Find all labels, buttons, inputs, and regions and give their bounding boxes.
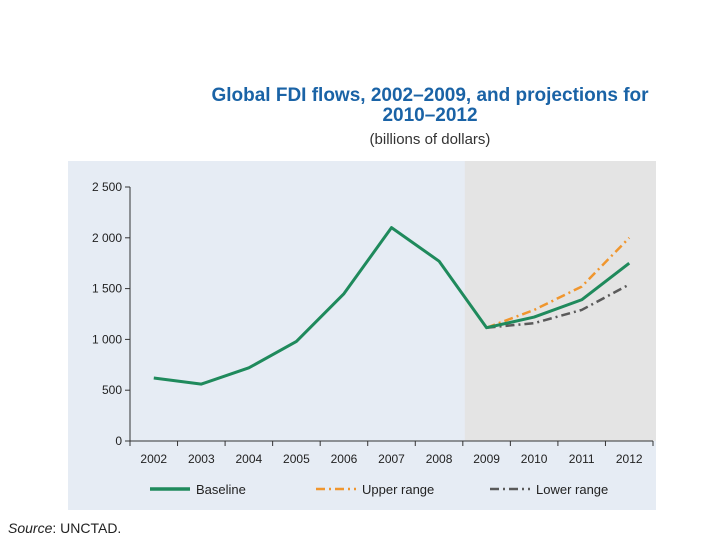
x-tick-label: 2010	[521, 452, 548, 466]
source-note: Source: UNCTAD.	[8, 520, 121, 536]
chart-panel: 0 500 1 000 1 500 2 000 2 500 2002 2003 2004 2005…	[68, 161, 656, 510]
y-tick-label: 2 500	[92, 180, 122, 194]
chart-title: Global FDI flows, 2002–2009, and project…	[100, 86, 728, 126]
chart-subtitle: (billions of dollars)	[369, 131, 491, 148]
x-tick-label: 2003	[188, 452, 215, 466]
series-line-baseline	[153, 226, 631, 386]
y-tick-label: 500	[102, 383, 122, 397]
x-tick-label: 2006	[331, 452, 358, 466]
x-tick-label: 2009	[473, 452, 500, 466]
y-tick-label: 2 000	[92, 231, 122, 245]
series-line-lower-range	[486, 283, 630, 329]
x-tick-label: 2008	[426, 452, 453, 466]
source-label: Source	[8, 520, 53, 536]
x-tick-label: 2002	[140, 452, 167, 466]
y-tick-label: 1 500	[92, 282, 122, 296]
source-text: : UNCTAD.	[52, 520, 122, 536]
chart-title-line-1: Global FDI flows, 2002–2009, and project…	[211, 85, 649, 106]
x-tick-label: 2007	[378, 452, 405, 466]
legend-label-upper-range: Upper range	[362, 482, 434, 497]
y-tick-label: 1 000	[92, 332, 122, 346]
fdi-line-chart: 0 500 1 000 1 500 2 000 2 500 2002 2003 2004 2005…	[92, 161, 656, 497]
y-tick-label: 0	[115, 434, 122, 448]
chart-title-line-2: 2010–2012	[382, 105, 478, 126]
x-tick-label: 2012	[616, 452, 643, 466]
x-tick-label: 2011	[569, 452, 595, 466]
x-tick-label: 2005	[283, 452, 310, 466]
x-tick-label: 2004	[236, 452, 263, 466]
projection-shade	[464, 161, 656, 441]
series-line-upper-range	[486, 236, 631, 329]
legend-label-lower-range: Lower range	[536, 482, 608, 497]
legend-label-baseline: Baseline	[196, 482, 246, 497]
